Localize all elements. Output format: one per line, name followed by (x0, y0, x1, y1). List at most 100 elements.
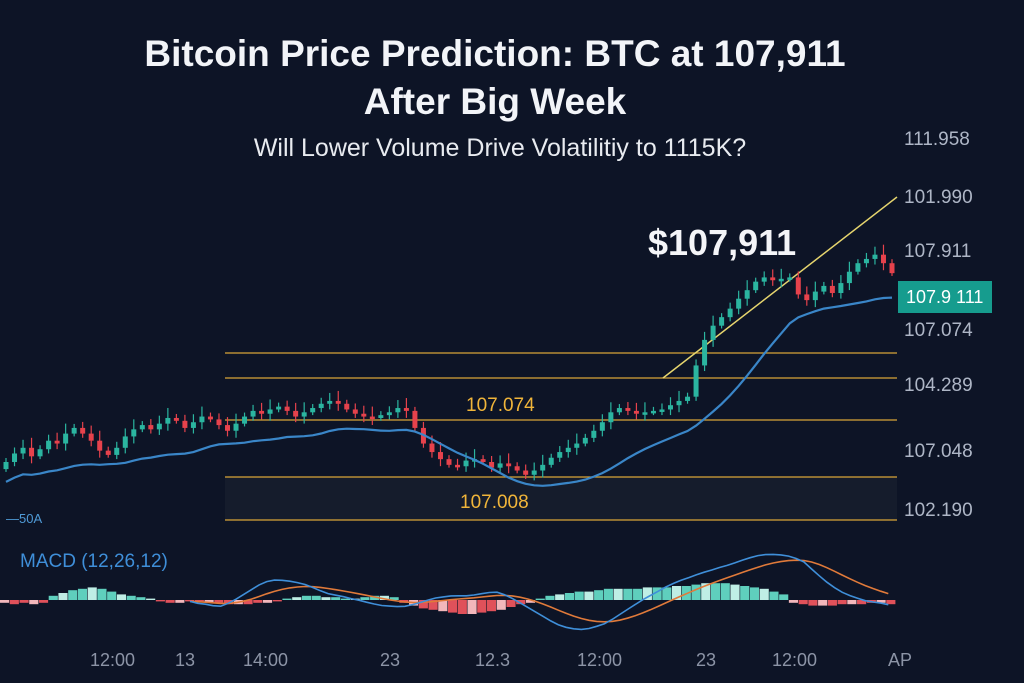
candle-body (753, 281, 759, 291)
candle-body (557, 452, 563, 458)
x-tick-label: 12.3 (475, 650, 511, 670)
price-callout: $107,911 (648, 222, 797, 263)
candle-body (225, 425, 230, 431)
candle-body (369, 416, 375, 420)
candle-body (259, 410, 265, 414)
candle-body (676, 400, 682, 406)
macd-bar (847, 600, 857, 605)
candle-body (12, 453, 18, 462)
macd-bar (594, 590, 604, 600)
candle-body (395, 408, 401, 413)
candle-body (540, 464, 546, 471)
moving-average-line (5, 296, 893, 487)
macd-bar (448, 600, 458, 613)
macd-bar (535, 598, 545, 600)
macd-bar (633, 588, 643, 600)
macd-bar (38, 600, 49, 603)
x-tick-label: 14:00 (243, 650, 289, 670)
macd-bar (730, 584, 740, 600)
candle-body (446, 459, 452, 465)
macd-bar (749, 587, 760, 600)
candle-body (514, 466, 520, 471)
candle-body (352, 409, 358, 414)
macd-bar (272, 600, 282, 602)
x-tick-label: 23 (696, 650, 717, 670)
x-tick-label: 13 (175, 650, 196, 670)
candle-body (736, 298, 742, 309)
macd-bar (379, 595, 389, 600)
moving-average (5, 296, 893, 487)
macd-bar (331, 597, 341, 600)
candle-body (276, 406, 282, 410)
candle-body (574, 443, 580, 448)
macd-bar (467, 600, 477, 614)
macd-bar (564, 593, 575, 600)
macd-bar (360, 597, 370, 600)
candle-body (378, 415, 384, 418)
macd-bar (496, 600, 506, 610)
macd-bar (740, 586, 750, 600)
candle-body (727, 308, 733, 318)
macd-bar (438, 600, 448, 612)
candle-body (838, 283, 844, 294)
macd-bar (292, 597, 302, 600)
macd-bar (876, 600, 886, 603)
macd-bar (545, 595, 555, 600)
macd-bar (720, 583, 730, 600)
candle-body (702, 339, 708, 366)
candle-body (80, 427, 86, 434)
macd-bar (798, 600, 808, 605)
candle-body (182, 420, 188, 428)
macd-bar (486, 600, 497, 612)
candle-body (250, 410, 256, 417)
macd-bar (58, 593, 68, 600)
candle-body (778, 278, 784, 282)
moving-average-label: —50A (6, 511, 43, 526)
macd-bar (107, 591, 117, 600)
candle-body (829, 285, 835, 294)
candle-body (190, 422, 196, 428)
macd-line (189, 553, 889, 631)
candle-body (668, 405, 673, 410)
candle-body (846, 271, 852, 284)
macd-bar (759, 588, 769, 600)
candle-body (548, 457, 554, 465)
candle-body (207, 416, 213, 420)
candle-body (642, 412, 648, 415)
macd-bar (185, 600, 195, 602)
macd-bar (165, 600, 175, 603)
candle-body (463, 460, 469, 467)
candle-body (173, 417, 179, 421)
macd-bar (175, 600, 185, 603)
candle-body (63, 433, 69, 444)
candle-body (599, 422, 605, 431)
macd-bar (116, 594, 127, 600)
candle-body (131, 429, 137, 437)
macd-bar (224, 600, 234, 605)
candle-body (148, 425, 154, 430)
macd-bar (214, 600, 224, 603)
x-tick-label: 12:00 (90, 650, 136, 670)
macd-bar (652, 587, 662, 600)
candle-body (591, 430, 597, 438)
macd-bar (477, 600, 487, 613)
candle-body (719, 317, 725, 326)
macd-bar (97, 588, 107, 600)
candle-body (855, 263, 861, 272)
macd-bar (555, 594, 565, 600)
candle-body (267, 409, 273, 414)
title-line-2: After Big Week (363, 81, 627, 122)
candle-body (693, 365, 699, 397)
candle-body (889, 263, 895, 274)
candle-body (105, 450, 111, 455)
macd-bar (253, 600, 263, 603)
macd-histogram (0, 583, 896, 614)
level-label-upper: 107.074 (466, 395, 535, 416)
macd-bar (68, 590, 78, 600)
chart-title: Bitcoin Price Prediction: BTC at 107,911… (0, 30, 990, 126)
macd-bar (779, 594, 789, 600)
macd-bar (818, 600, 828, 606)
candle-body (880, 254, 886, 264)
candle-body (29, 447, 35, 457)
macd-label: MACD (12,26,12) (20, 551, 168, 572)
